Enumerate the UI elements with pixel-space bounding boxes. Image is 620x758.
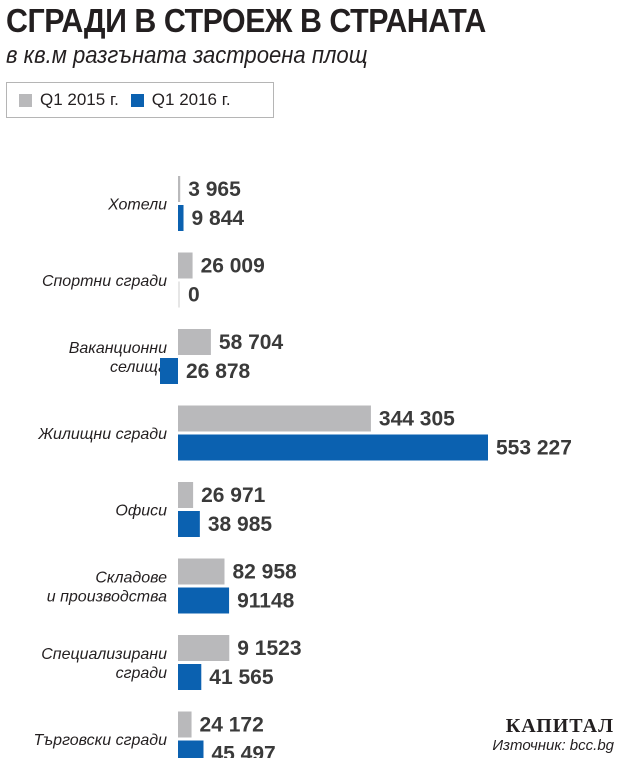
value-label: 3 965	[188, 178, 241, 201]
value-label: 41 565	[209, 666, 274, 689]
value-label: 38 985	[208, 513, 273, 536]
value-label: 0	[188, 284, 200, 307]
legend-swatch-2015	[19, 93, 32, 107]
bar-2016	[178, 205, 184, 231]
category-label: Жилищни сгради	[37, 426, 167, 443]
source-note: Източник: bcc.bg	[492, 737, 614, 754]
bar-2015	[178, 252, 193, 279]
category-label: Хотели	[107, 197, 167, 214]
legend-label-2015: Q1 2015 г.	[40, 90, 119, 109]
category-label: Специализирани сгради	[41, 646, 167, 682]
bar-2015	[178, 482, 194, 508]
legend-swatch-2016	[130, 93, 144, 107]
bar-2016	[178, 587, 230, 614]
category-label: Ваканционни селища	[69, 340, 167, 376]
bar-2015	[178, 711, 192, 738]
value-label: 26 971	[201, 484, 266, 507]
chart-subtitle: в кв.м разгъната застроена площ	[6, 42, 368, 69]
value-label: 9 1523	[237, 637, 301, 660]
value-label: 58 704	[219, 331, 284, 354]
chart-title: СГРАДИ В СТРОЕЖ В СТРАНАТА	[6, 2, 486, 39]
legend-label-2016: Q1 2016 г.	[151, 90, 231, 109]
value-label: 26 878	[186, 360, 251, 383]
category-label: Офиси	[115, 503, 167, 520]
legend-item-2015: Q1 2015 г.	[19, 90, 119, 110]
bar-2015	[178, 558, 225, 585]
legend: Q1 2015 г. Q1 2016 г.	[6, 82, 274, 118]
value-label: 45 497	[211, 743, 275, 758]
value-label: 553 227	[496, 437, 572, 460]
bar-2016	[178, 664, 202, 690]
bar-2015	[178, 635, 230, 661]
bar-2015	[178, 329, 211, 355]
value-label: 26 009	[201, 255, 265, 278]
legend-item-2016: Q1 2016 г.	[130, 90, 231, 110]
bar-2016	[178, 511, 200, 537]
value-label: 344 305	[379, 408, 455, 431]
bar-2016	[178, 434, 488, 461]
category-label: Търговски сгради	[33, 732, 167, 749]
value-label: 9 844	[192, 207, 245, 230]
publisher-logo: КАПИТАЛ	[505, 715, 614, 737]
value-label: 82 958	[232, 561, 297, 584]
bar-2016	[160, 358, 178, 384]
bar-2015	[178, 176, 181, 202]
category-label: Складове и производства	[47, 570, 167, 606]
bar-2016	[178, 281, 180, 308]
bar-2016	[178, 740, 204, 758]
category-label: Спортни сгради	[42, 273, 167, 290]
value-label: 91148	[237, 590, 295, 613]
bar-2015	[178, 405, 371, 432]
value-label: 24 172	[200, 714, 264, 737]
